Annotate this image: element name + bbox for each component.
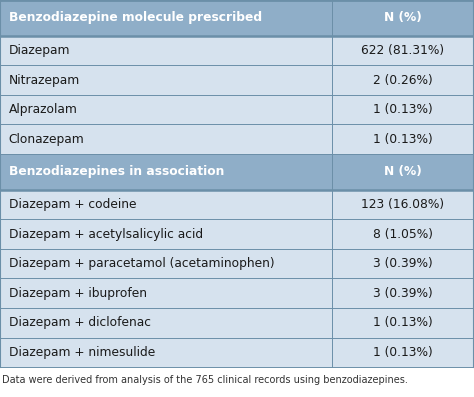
Text: Diazepam: Diazepam (9, 44, 70, 57)
Bar (0, 219, 474, 249)
Text: Diazepam + acetylsalicylic acid: Diazepam + acetylsalicylic acid (9, 227, 203, 241)
Text: 2 (0.26%): 2 (0.26%) (373, 73, 433, 87)
Text: 3 (0.39%): 3 (0.39%) (373, 287, 433, 300)
Bar (0, 95, 474, 124)
Bar (0, 65, 474, 95)
Text: Benzodiazepine molecule prescribed: Benzodiazepine molecule prescribed (9, 12, 262, 24)
Text: 1 (0.13%): 1 (0.13%) (373, 103, 433, 116)
Bar (0, 190, 474, 219)
Text: Data were derived from analysis of the 765 clinical records using benzodiazepine: Data were derived from analysis of the 7… (2, 375, 408, 385)
Bar (0, 124, 474, 154)
Text: Alprazolam: Alprazolam (9, 103, 77, 116)
Text: N (%): N (%) (384, 166, 422, 178)
Text: 622 (81.31%): 622 (81.31%) (361, 44, 445, 57)
Text: N (%): N (%) (384, 12, 422, 24)
Text: Diazepam + codeine: Diazepam + codeine (9, 198, 136, 211)
Text: Clonazepam: Clonazepam (9, 133, 84, 146)
Bar (0, 0, 474, 36)
Text: Diazepam + ibuprofen: Diazepam + ibuprofen (9, 287, 146, 300)
Text: Diazepam + diclofenac: Diazepam + diclofenac (9, 316, 151, 330)
Bar (0, 337, 474, 367)
Bar (0, 308, 474, 337)
Bar (0, 278, 474, 308)
Bar (0, 249, 474, 278)
Text: 8 (1.05%): 8 (1.05%) (373, 227, 433, 241)
Bar (0, 36, 474, 65)
Text: Benzodiazepines in association: Benzodiazepines in association (9, 166, 224, 178)
Text: 123 (16.08%): 123 (16.08%) (361, 198, 445, 211)
Text: 3 (0.39%): 3 (0.39%) (373, 257, 433, 270)
Bar (0, 154, 474, 190)
Text: 1 (0.13%): 1 (0.13%) (373, 133, 433, 146)
Text: Diazepam + paracetamol (acetaminophen): Diazepam + paracetamol (acetaminophen) (9, 257, 274, 270)
Text: 1 (0.13%): 1 (0.13%) (373, 316, 433, 330)
Text: Diazepam + nimesulide: Diazepam + nimesulide (9, 346, 155, 359)
Text: 1 (0.13%): 1 (0.13%) (373, 346, 433, 359)
Text: Nitrazepam: Nitrazepam (9, 73, 80, 87)
